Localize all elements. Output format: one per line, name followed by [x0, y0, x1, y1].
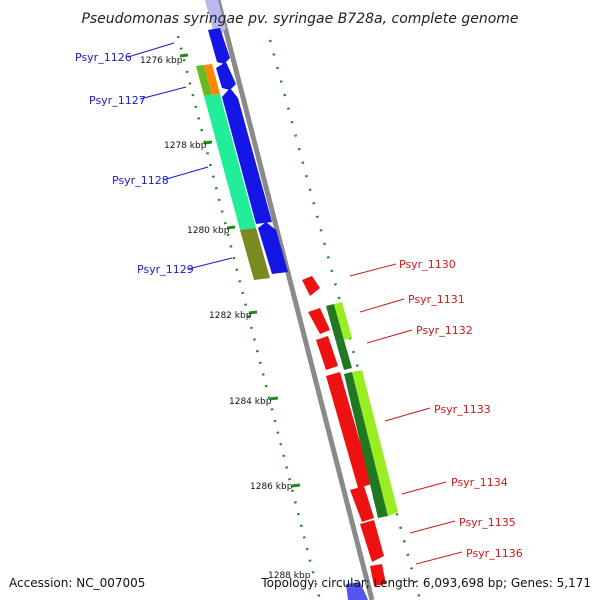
gene-label-right[interactable]: Psyr_1133: [434, 403, 491, 416]
gene-feature[interactable]: [336, 340, 352, 370]
genome-backbone: [215, 0, 375, 600]
gene-feature[interactable]: [222, 88, 272, 224]
gene-label-right[interactable]: Psyr_1134: [451, 476, 508, 489]
accession-text: Accession: NC_007005: [9, 576, 145, 590]
gene-label-right[interactable]: Psyr_1135: [459, 516, 516, 529]
gene-feature[interactable]: [196, 65, 212, 96]
gene-feature[interactable]: [208, 28, 230, 64]
gene-feature[interactable]: [334, 302, 352, 340]
gene-feature[interactable]: [302, 276, 320, 296]
gene-feature[interactable]: [326, 304, 344, 342]
right-gene-labels: Psyr_1130 Psyr_1131 Psyr_1132 Psyr_1133 …: [349, 258, 523, 565]
kbp-label: 1280 kbp: [187, 226, 230, 236]
gene-feature[interactable]: [326, 372, 372, 488]
gene-feature[interactable]: [316, 336, 338, 370]
gene-feature[interactable]: [344, 372, 388, 518]
gene-feature[interactable]: [204, 64, 220, 95]
gene-feature[interactable]: [258, 222, 288, 274]
gene-feature[interactable]: [204, 94, 256, 230]
gene-label-left[interactable]: Psyr_1126: [75, 51, 132, 64]
kbp-label: 1286 kbp: [250, 482, 293, 492]
right-strand-features: [302, 276, 398, 600]
gene-label-right[interactable]: Psyr_1130: [399, 258, 456, 271]
left-dotted-guides: [176, 35, 322, 600]
gene-feature[interactable]: [216, 62, 236, 90]
kbp-label: 1288 kbp: [268, 571, 311, 581]
gene-label-right[interactable]: Psyr_1132: [416, 324, 473, 337]
gene-feature[interactable]: [352, 370, 398, 516]
gene-label-right[interactable]: Psyr_1131: [408, 293, 465, 306]
gene-feature[interactable]: [360, 520, 384, 562]
kbp-tick-marks: [179, 53, 301, 488]
page-title: Pseudomonas syringae pv. syringae B728a,…: [81, 11, 518, 27]
kbp-label: 1282 kbp: [209, 311, 252, 321]
kbp-label: 1284 kbp: [229, 397, 272, 407]
gene-feature[interactable]: [240, 228, 270, 280]
topology-text: Topology: circular; Length: 6,093,698 bp…: [260, 576, 591, 590]
gene-label-right[interactable]: Psyr_1136: [466, 547, 523, 560]
gene-feature[interactable]: [350, 486, 374, 522]
gene-feature[interactable]: [308, 308, 330, 334]
gene-label-left[interactable]: Psyr_1128: [112, 174, 169, 187]
gene-label-left[interactable]: Psyr_1129: [137, 263, 194, 276]
kbp-label: 1278 kbp: [164, 141, 207, 151]
kbp-label: 1276 kbp: [140, 56, 183, 66]
left-strand-features: [196, 0, 288, 280]
gene-label-left[interactable]: Psyr_1127: [89, 94, 146, 107]
gene-feature[interactable]: [370, 564, 386, 586]
gene-feature[interactable]: [205, 0, 226, 34]
left-gene-labels: Psyr_1126 Psyr_1127 Psyr_1128 Psyr_1129: [75, 42, 233, 276]
gene-feature[interactable]: [346, 582, 368, 600]
